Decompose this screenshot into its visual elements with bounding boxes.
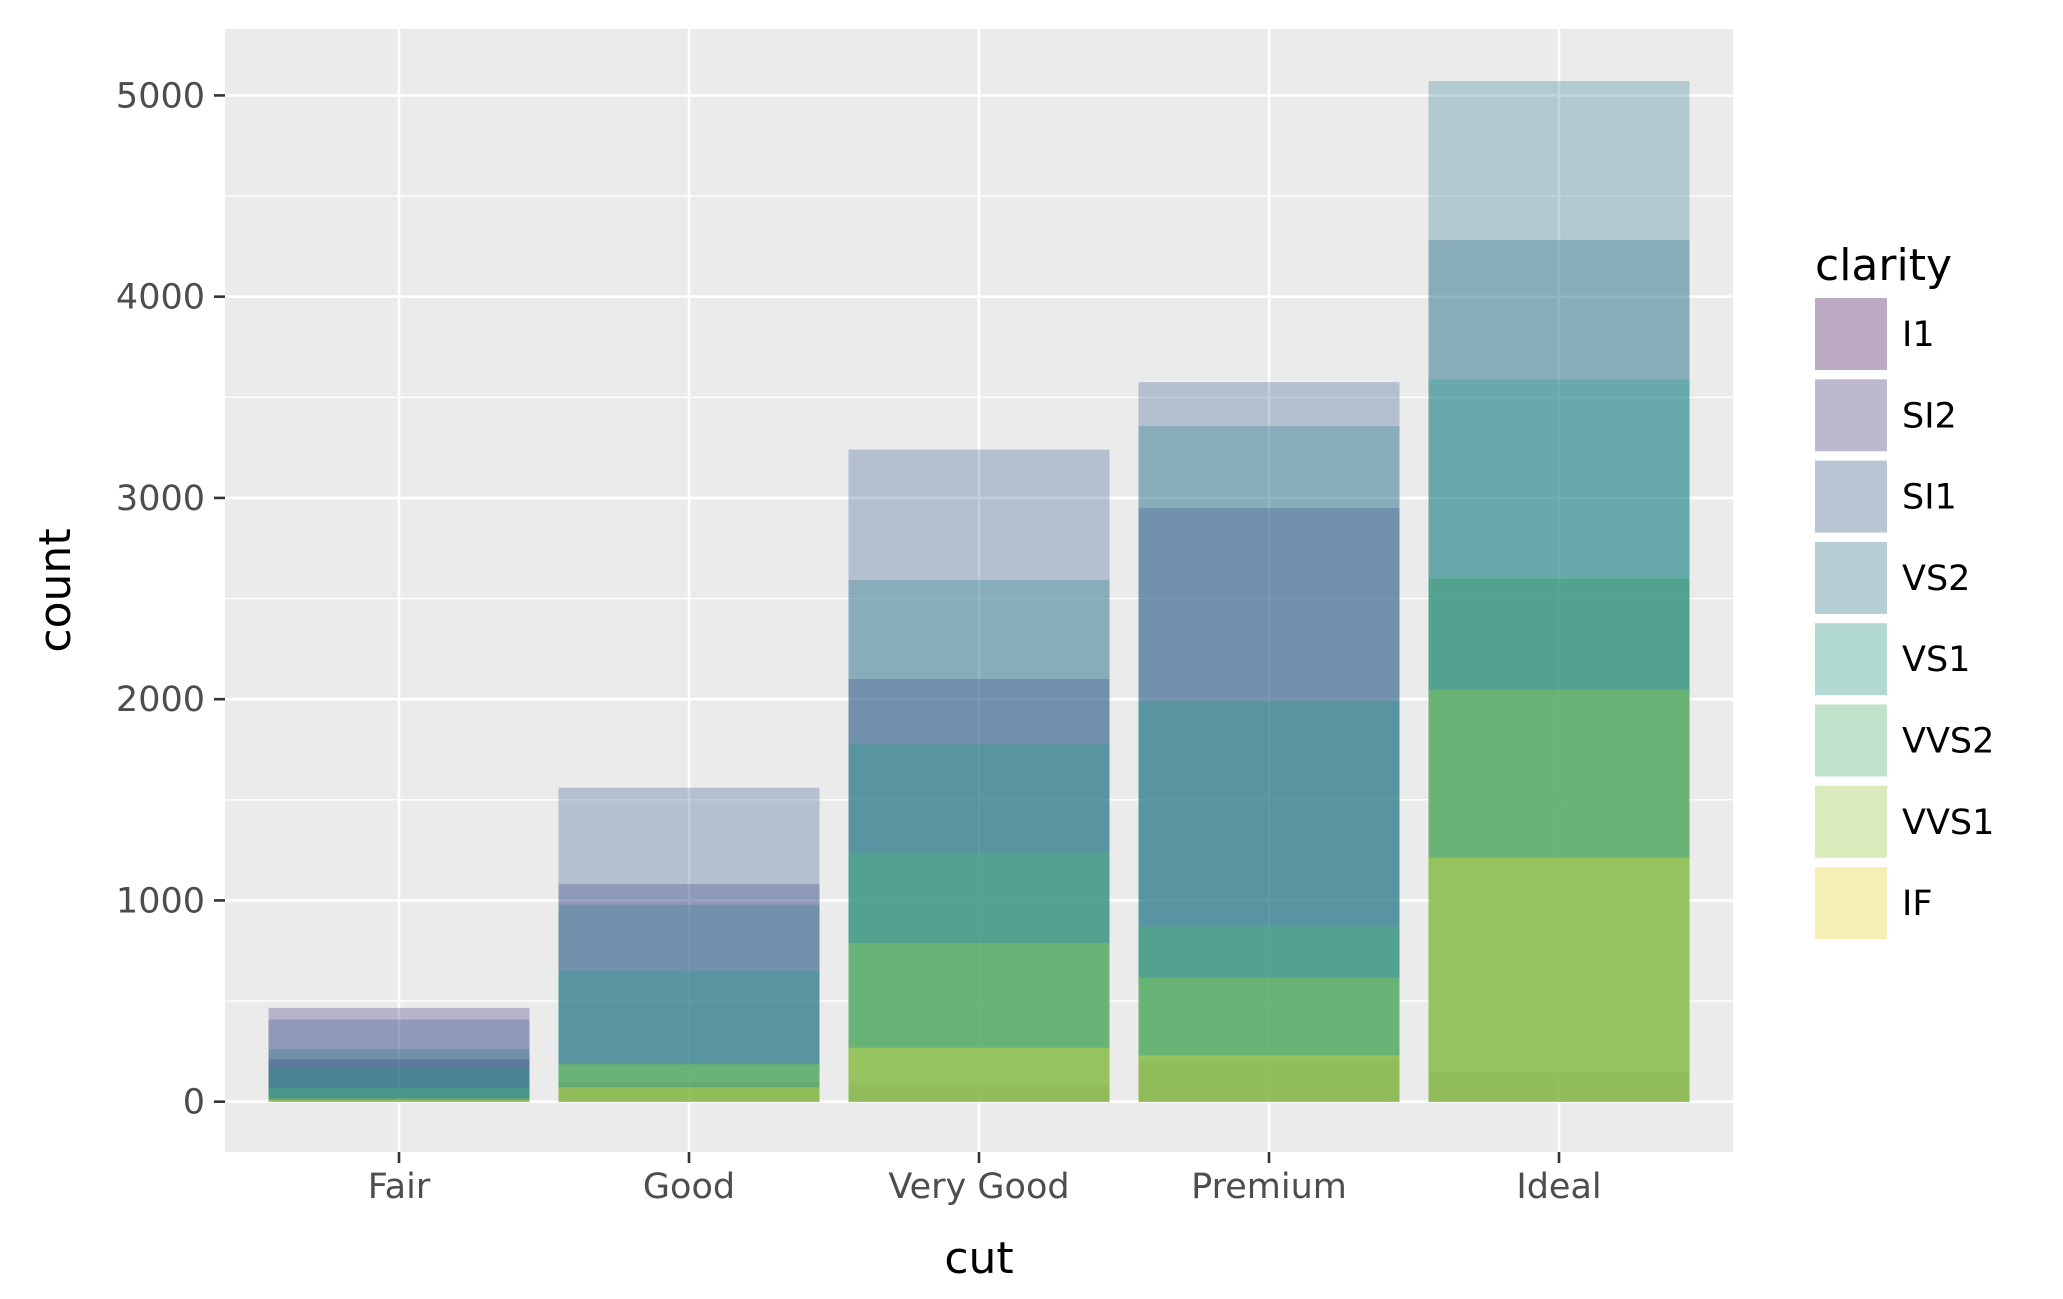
bar: [848, 744, 1110, 1102]
y-axis-title: count: [30, 528, 81, 652]
bar: [558, 884, 820, 1102]
x-tick-label: Very Good: [888, 1167, 1069, 1207]
bar: [1428, 239, 1690, 1102]
legend-key-bg: [1815, 460, 1887, 533]
legend-key-swatch: [1815, 867, 1887, 940]
x-axis: Fair Good Very Good Premium Ideal: [368, 1152, 1602, 1207]
bar: [558, 971, 820, 1102]
y-tick-label: 0: [183, 1083, 205, 1123]
bar: [1138, 977, 1400, 1102]
bar: [1428, 1072, 1690, 1102]
legend-key-bg: [1815, 623, 1887, 696]
y-tick-label: 5000: [116, 76, 205, 116]
legend-label: VVS1: [1902, 803, 1994, 843]
bar: [1428, 857, 1690, 1102]
legend-label: SI2: [1902, 396, 1957, 436]
legend-label: I1: [1902, 315, 1935, 355]
legend-label: VVS2: [1902, 722, 1994, 762]
bar: [268, 1067, 530, 1102]
legend-label: VS1: [1902, 640, 1970, 680]
legend-label: VS2: [1902, 559, 1970, 599]
legend-key-bg: [1815, 298, 1887, 370]
legend-key-bg: [1815, 704, 1887, 777]
bar: [848, 679, 1110, 1102]
bar: [1138, 508, 1400, 1102]
y-tick-label: 3000: [116, 479, 205, 519]
bar: [558, 1082, 820, 1102]
bar: [1138, 701, 1400, 1102]
y-tick-label: 1000: [116, 881, 205, 921]
x-tick-label: Premium: [1191, 1167, 1347, 1207]
bar: [558, 1064, 820, 1102]
legend-key-swatch: [1815, 541, 1887, 614]
bar: [1428, 81, 1690, 1102]
bar: [558, 904, 820, 1102]
bar: [268, 1098, 530, 1102]
bar: [1138, 426, 1400, 1102]
bar: [1138, 926, 1400, 1102]
bar: [848, 1084, 1110, 1102]
legend-key-swatch: [1815, 379, 1887, 452]
legend-key-bg: [1815, 379, 1887, 452]
bar: [1138, 382, 1400, 1102]
bar: [558, 787, 820, 1102]
bar: [268, 1087, 530, 1102]
x-tick-label: Good: [643, 1167, 735, 1207]
bar: [1138, 1055, 1400, 1102]
legend-label: SI1: [1902, 478, 1957, 518]
bars-layer: [268, 81, 1690, 1102]
legend-title: clarity: [1815, 240, 1952, 291]
legend-key-swatch: [1815, 460, 1887, 533]
bar: [1428, 577, 1690, 1102]
bar: [1138, 1060, 1400, 1102]
y-tick-label: 4000: [116, 278, 205, 318]
legend-key-swatch: [1815, 785, 1887, 858]
bar: [848, 449, 1110, 1102]
y-tick-label: 2000: [116, 680, 205, 720]
legend-key-swatch: [1815, 704, 1887, 777]
bar: [268, 1059, 530, 1102]
legend-key-bg: [1815, 867, 1887, 940]
x-axis-title: cut: [944, 1233, 1013, 1284]
bar: [848, 580, 1110, 1102]
bar: [1428, 689, 1690, 1102]
legend: clarity I1 SI2 SI1 VS2 VS1 VVS2 VVS1 IF: [1815, 240, 1994, 940]
major-gridlines: [225, 29, 1733, 1152]
y-axis: 0 1000 2000 3000 4000 5000: [116, 76, 225, 1123]
legend-key-swatch: [1815, 623, 1887, 696]
bar: [848, 942, 1110, 1102]
legend-label: IF: [1902, 884, 1932, 924]
bar: [268, 1019, 530, 1102]
bar: [1428, 578, 1690, 1102]
bar: [268, 1007, 530, 1102]
legend-items: I1 SI2 SI1 VS2 VS1 VVS2 VVS1 IF: [1815, 298, 1994, 940]
bar: [558, 1087, 820, 1102]
legend-key-bg: [1815, 785, 1887, 858]
legend-key-swatch: [1815, 298, 1887, 370]
bar: [848, 853, 1110, 1102]
bar: [558, 1064, 820, 1102]
x-tick-label: Ideal: [1516, 1167, 1601, 1207]
bar: [1428, 379, 1690, 1102]
bar: [268, 1099, 530, 1102]
bar: [268, 1049, 530, 1102]
x-tick-label: Fair: [368, 1167, 431, 1207]
legend-key-bg: [1815, 541, 1887, 614]
bar: [848, 1047, 1110, 1102]
